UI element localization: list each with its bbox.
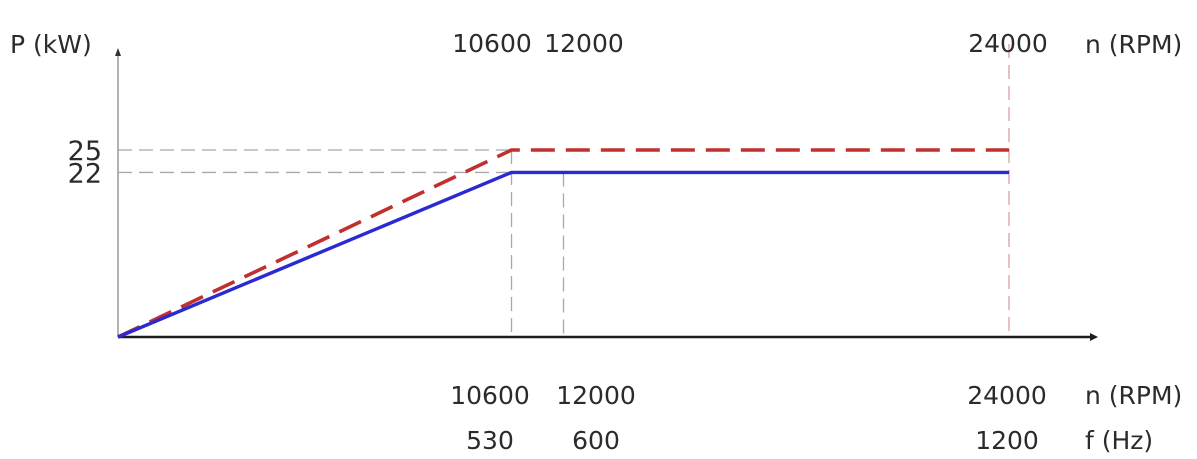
bottom-tick-label-hz: 530 (466, 426, 514, 455)
bottom-tick-labels: 10600 530 12000 600 24000 1200 (450, 381, 1047, 455)
guide-lines (118, 44, 1010, 337)
y-axis-arrow (115, 48, 121, 56)
bottom-tick-label-hz: 600 (572, 426, 620, 455)
series-lines (117, 148, 1009, 339)
bottom-axis-label-hz: f (Hz) (1085, 426, 1153, 455)
top-tick-label: 12000 (544, 29, 624, 58)
bottom-axis-label-rpm: n (RPM) (1085, 381, 1182, 410)
x-axis-arrow (1090, 333, 1098, 341)
top-tick-labels: 10600 12000 24000 (452, 29, 1048, 58)
bottom-tick-label-rpm: 10600 (450, 381, 530, 410)
y-axis-label: P (kW) (10, 30, 92, 59)
y-tick-label: 25 (68, 136, 102, 167)
bottom-tick-label-hz: 1200 (975, 426, 1039, 455)
bottom-tick-label-rpm: 24000 (967, 381, 1047, 410)
top-axis-label: n (RPM) (1085, 30, 1182, 59)
axes (115, 48, 1098, 341)
series-line-dashed (117, 148, 1009, 339)
series-line-solid (117, 170, 1009, 339)
y-tick-label: 22 (68, 158, 102, 189)
bottom-tick-label-rpm: 12000 (556, 381, 636, 410)
top-tick-label: 10600 (452, 29, 532, 58)
top-tick-label: 24000 (968, 29, 1048, 58)
